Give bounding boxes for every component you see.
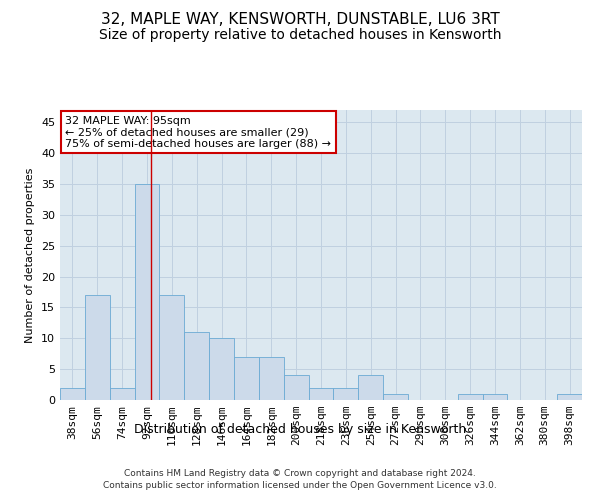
Bar bbox=[358, 376, 383, 400]
Bar bbox=[383, 394, 408, 400]
Text: 32, MAPLE WAY, KENSWORTH, DUNSTABLE, LU6 3RT: 32, MAPLE WAY, KENSWORTH, DUNSTABLE, LU6… bbox=[101, 12, 499, 28]
Bar bbox=[334, 388, 358, 400]
Text: Size of property relative to detached houses in Kensworth: Size of property relative to detached ho… bbox=[99, 28, 501, 42]
Bar bbox=[458, 394, 482, 400]
Text: Distribution of detached houses by size in Kensworth: Distribution of detached houses by size … bbox=[134, 422, 466, 436]
Bar bbox=[482, 394, 508, 400]
Bar bbox=[184, 332, 209, 400]
Y-axis label: Number of detached properties: Number of detached properties bbox=[25, 168, 35, 342]
Bar bbox=[110, 388, 134, 400]
Bar bbox=[85, 295, 110, 400]
Bar bbox=[160, 295, 184, 400]
Bar bbox=[557, 394, 582, 400]
Bar bbox=[234, 357, 259, 400]
Bar bbox=[134, 184, 160, 400]
Text: 32 MAPLE WAY: 95sqm
← 25% of detached houses are smaller (29)
75% of semi-detach: 32 MAPLE WAY: 95sqm ← 25% of detached ho… bbox=[65, 116, 331, 149]
Bar bbox=[308, 388, 334, 400]
Text: Contains HM Land Registry data © Crown copyright and database right 2024.
Contai: Contains HM Land Registry data © Crown c… bbox=[103, 468, 497, 490]
Bar bbox=[259, 357, 284, 400]
Bar bbox=[60, 388, 85, 400]
Bar bbox=[209, 338, 234, 400]
Bar bbox=[284, 376, 308, 400]
